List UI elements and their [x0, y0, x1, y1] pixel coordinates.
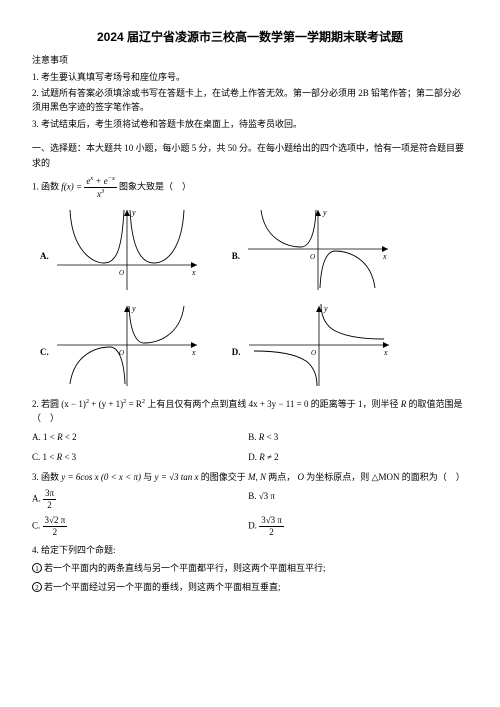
- q3-pts: M, N: [248, 472, 266, 482]
- svg-text:O: O: [310, 253, 315, 261]
- svg-text:x: x: [191, 348, 196, 357]
- q1-frac-num: ex + e−x: [84, 176, 116, 188]
- q1-x: x: [67, 181, 71, 191]
- q1-opt-a-label: A.: [40, 249, 49, 263]
- q3-stem: 3. 函数 y = 6cos x (0 < x < π) 与 y = √3 ta…: [32, 470, 468, 484]
- q3-c-den: 2: [43, 527, 68, 537]
- q2-stem: 2. 若圆 (x − 1)2 + (y + 1)2 = R2 上有且仅有两个点到…: [32, 397, 468, 426]
- section1-heading: 一、选择题：本大题共 10 小题，每小题 5 分，共 50 分。在每小题给出的四…: [32, 141, 468, 170]
- q1-frac-den: x3: [84, 188, 116, 199]
- q2-circle: (x − 1)2 + (y + 1)2 = R2: [61, 399, 145, 409]
- q3-b: 的图像交于: [201, 472, 246, 482]
- q3-tri: △MON: [372, 472, 400, 482]
- q3-and: 与: [143, 472, 152, 482]
- svg-text:y: y: [322, 208, 327, 217]
- q3-a-num: 3π: [43, 489, 56, 500]
- q2-options: A. 1 < R < 2 B. R < 3 C. 1 < R < 3 D. R …: [32, 430, 468, 465]
- svg-text:y: y: [131, 208, 136, 217]
- q3-d: 为坐标原点，则: [306, 472, 369, 482]
- q3-f1: y = 6cos x (0 < x < π): [61, 472, 141, 482]
- graph-a-svg: x y O: [52, 205, 202, 293]
- q1-frac: ex + e−x x3: [84, 176, 116, 199]
- q3-f2: y = √3 tan x: [155, 472, 199, 482]
- q2-b: 上有且仅有两个点到直线: [147, 399, 246, 409]
- q3-opt-a: A. 3π2: [32, 489, 228, 510]
- q1-func: f(x) =: [61, 181, 84, 191]
- q1-f: f: [61, 181, 64, 191]
- q4-p2-num: 2: [32, 582, 42, 592]
- q4-p1-num: 1: [32, 563, 42, 573]
- q1-opt-d-label: D.: [232, 345, 241, 359]
- q2-opt-c: C. 1 < R < 3: [32, 450, 228, 464]
- q1-graph-c: C. xyO: [40, 301, 202, 389]
- q2-line: 4x + 3y − 11 = 0: [249, 399, 309, 409]
- q1-stem: 1. 函数 f(x) = ex + e−x x3 图象大致是（ ）: [32, 176, 468, 199]
- q2-a: 2. 若圆: [32, 399, 59, 409]
- svg-text:x: x: [382, 252, 387, 261]
- graph-c-svg: xyO: [52, 301, 202, 389]
- svg-text:O: O: [119, 269, 124, 277]
- q2-c: 的距离等于 1，则半径: [311, 399, 399, 409]
- q1-graph-a: A. x y O: [40, 205, 202, 293]
- q1-graphs: A. x y O B. x y O C. x y O D.: [40, 205, 468, 389]
- q4-stem: 4. 给定下列四个命题:: [32, 543, 468, 557]
- q2-opt-a: A. 1 < R < 2: [32, 430, 228, 444]
- q1-suffix: 图象大致是（ ）: [119, 181, 191, 191]
- q3-a: 3. 函数: [32, 472, 59, 482]
- q3-opt-b: B. √3 π: [248, 489, 444, 510]
- q4-p1-text: 若一个平面内的两条直线与另一个平面都平行，则这两个平面相互平行;: [44, 563, 326, 573]
- q2-opt-b: B. R < 3: [248, 430, 444, 444]
- notes-header: 注意事项: [32, 53, 468, 67]
- q3-options: A. 3π2 B. √3 π C. 3√2 π2 D. 3√3 π2: [32, 489, 468, 537]
- q3-b-val: √3 π: [259, 491, 275, 501]
- svg-text:O: O: [311, 349, 316, 357]
- q3-e: 的面积为（ ）: [402, 472, 465, 482]
- q3-opt-c: C. 3√2 π2: [32, 516, 228, 537]
- note-1: 1. 考生要认真填写考场号和座位序号。: [32, 70, 468, 84]
- svg-text:y: y: [131, 304, 136, 313]
- q3-d-den: 2: [259, 527, 284, 537]
- q3-c: 两点，: [268, 472, 295, 482]
- q1-graph-d: D. x y O: [232, 301, 394, 389]
- q3-d-num: 3√3 π: [259, 516, 284, 527]
- q3-opt-d: D. 3√3 π2: [248, 516, 444, 537]
- svg-text:y: y: [323, 304, 328, 313]
- graph-d-svg: x y O: [244, 301, 394, 389]
- q1-prefix: 1. 函数: [32, 181, 59, 191]
- q3-o: O: [298, 472, 305, 482]
- q2-r: R: [401, 399, 407, 409]
- q2-opt-d: D. R ≠ 2: [248, 450, 444, 464]
- q1-opt-b-label: B.: [232, 249, 240, 263]
- graph-b-svg: x y O: [243, 205, 393, 293]
- q4-p1: 1若一个平面内的两条直线与另一个平面都平行，则这两个平面相互平行;: [32, 561, 468, 575]
- q4-p2-text: 若一个平面经过另一个平面的垂线，则这两个平面相互垂直;: [44, 582, 281, 592]
- page-title: 2024 届辽宁省凌源市三校高一数学第一学期期末联考试题: [32, 28, 468, 47]
- q4-p2: 2若一个平面经过另一个平面的垂线，则这两个平面相互垂直;: [32, 580, 468, 594]
- note-3: 3. 考试结束后，考生须将试卷和答题卡放在桌面上，待监考员收回。: [32, 117, 468, 131]
- q3-a-den: 2: [43, 500, 56, 510]
- q1-graph-b: B. x y O: [232, 205, 393, 293]
- q3-c-num: 3√2 π: [43, 516, 68, 527]
- svg-text:x: x: [191, 268, 196, 277]
- q1-opt-c-label: C.: [40, 345, 49, 359]
- note-2: 2. 试题所有答案必须填涂或书写在答题卡上，在试卷上作答无效。第一部分必须用 2…: [32, 86, 468, 115]
- svg-text:x: x: [383, 348, 388, 357]
